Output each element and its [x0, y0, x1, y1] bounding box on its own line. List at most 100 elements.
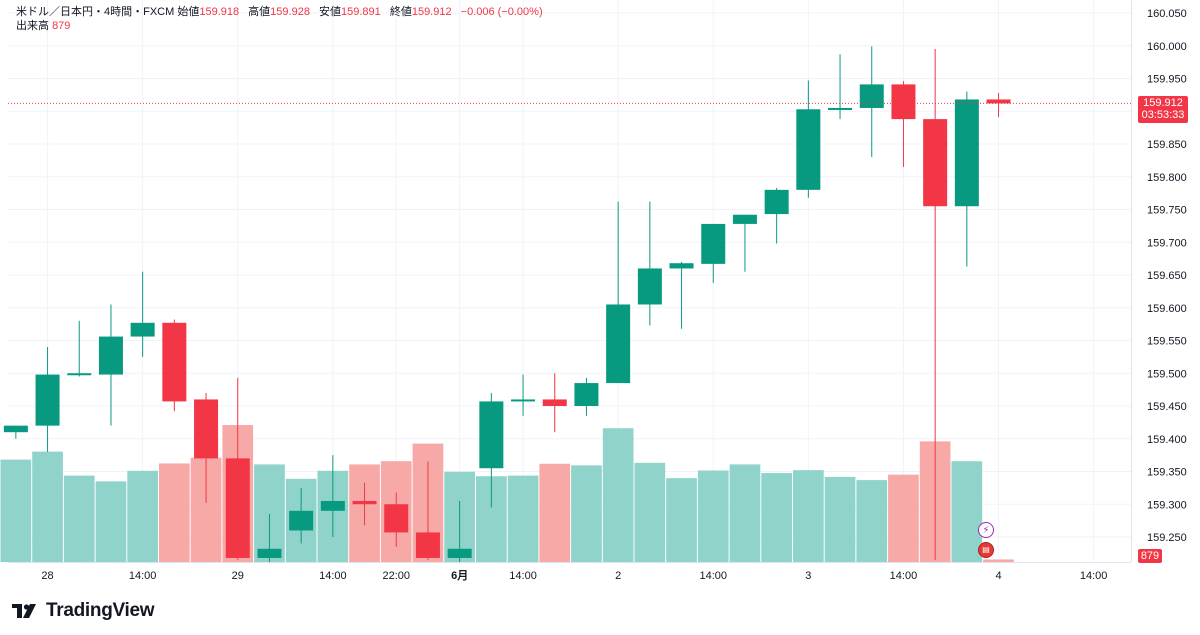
volume-bar	[793, 470, 824, 562]
time-tick-label: 14:00	[319, 570, 347, 582]
price-candles	[3, 46, 1011, 564]
candle-body	[289, 510, 314, 531]
time-tick-label: 29	[232, 570, 244, 582]
volume-bar	[32, 451, 63, 562]
candle-body	[669, 263, 694, 269]
price-tick-label: 159.650	[1147, 270, 1187, 282]
volume-bars	[0, 425, 1014, 562]
volume-bar	[761, 473, 792, 562]
candle-body	[35, 374, 60, 426]
candle-body	[542, 399, 567, 406]
price-tick-label: 159.500	[1147, 368, 1187, 380]
candle-body	[479, 401, 504, 469]
price-tick-label: 159.550	[1147, 336, 1187, 348]
candle-body	[986, 99, 1011, 104]
time-tick-label: 14:00	[699, 570, 727, 582]
volume-bar	[697, 470, 729, 562]
candle-body	[162, 322, 187, 402]
candle-body	[225, 458, 250, 558]
price-axis[interactable]: 160.050160.000159.950159.900159.850159.8…	[1147, 8, 1187, 544]
time-tick-label: 14:00	[509, 570, 537, 582]
time-tick-label: 14:00	[890, 570, 918, 582]
change-value: −0.006 (−0.00%)	[460, 6, 543, 18]
volume-bar	[888, 474, 919, 562]
candle-body	[352, 500, 377, 505]
low-label: 安値	[319, 6, 341, 18]
candle-body	[320, 500, 345, 511]
volume-value: 879	[52, 20, 71, 32]
candle-body	[606, 304, 631, 384]
time-tick-label: 22:00	[382, 570, 410, 582]
time-tick-label: 14:00	[1080, 570, 1108, 582]
volume-bar	[0, 459, 32, 562]
symbol-title[interactable]: 米ドル／日本円・4時間・FXCM	[16, 6, 175, 18]
chart-legend: 米ドル／日本円・4時間・FXCM 始値159.918 高値159.928 安値1…	[16, 5, 549, 33]
price-tick-label: 160.050	[1147, 8, 1187, 20]
volume-bar	[983, 559, 1014, 562]
volume-bar	[539, 463, 571, 562]
candle-body	[764, 189, 789, 215]
candle-body	[194, 399, 219, 459]
candle-body	[98, 336, 123, 375]
candle-body	[954, 99, 979, 207]
price-tick-label: 160.000	[1147, 41, 1187, 53]
volume-bar	[602, 428, 634, 562]
price-tick-label: 159.250	[1147, 532, 1187, 544]
time-axis[interactable]: 28 14:00 29 14:00 22:00 6月 14:00 2 14:00 3 14:00 4 1…	[41, 569, 1107, 582]
price-tick-label: 159.800	[1147, 172, 1187, 184]
volume-bar	[63, 475, 95, 562]
candle-body	[384, 504, 409, 533]
close-value: 159.912	[411, 6, 452, 18]
time-tick-label: 2	[615, 570, 621, 582]
last-price-value: 159.912	[1143, 97, 1183, 109]
lightning-icon[interactable]: ⚡	[978, 522, 994, 538]
candle-body	[891, 84, 916, 120]
us-flag-icon[interactable]: ▤	[978, 542, 994, 558]
open-label: 始値	[177, 6, 200, 18]
high-value: 159.928	[270, 6, 310, 18]
volume-label: 出来高	[16, 20, 49, 32]
candle-body	[130, 322, 155, 337]
volume-tag: 879	[1138, 549, 1162, 563]
volume-bar	[95, 481, 127, 562]
price-tick-label: 159.700	[1147, 237, 1187, 249]
volume-bar	[127, 470, 158, 562]
volume-bar	[634, 462, 666, 562]
candle-body	[415, 532, 440, 558]
bar-countdown: 03:53:33	[1141, 109, 1185, 121]
volume-bar	[571, 465, 602, 562]
time-tick-label: 3	[805, 570, 811, 582]
candle-body	[796, 109, 821, 190]
candle-body	[574, 383, 599, 406]
candle-body	[859, 84, 884, 108]
candle-body	[257, 548, 282, 558]
price-tick-label: 159.400	[1147, 434, 1187, 446]
time-tick-label: 6月	[451, 569, 468, 582]
high-label: 高値	[248, 6, 271, 18]
candle-body	[732, 214, 757, 224]
volume-bar	[856, 480, 888, 562]
volume-bar	[824, 476, 856, 562]
close-label: 終値	[389, 6, 412, 18]
volume-bar	[507, 475, 539, 562]
volume-bar	[729, 464, 761, 562]
price-tick-label: 159.300	[1147, 499, 1187, 511]
time-tick-label: 28	[41, 570, 53, 582]
candle-body	[67, 373, 92, 376]
time-tick-label: 14:00	[129, 570, 157, 582]
volume-bar	[951, 461, 983, 562]
price-tick-label: 159.750	[1147, 205, 1187, 217]
last-price-tag: 159.912 03:53:33	[1138, 96, 1188, 123]
price-tick-label: 159.850	[1147, 139, 1187, 151]
price-tick-label: 159.350	[1147, 467, 1187, 479]
tradingview-logo-icon	[12, 604, 36, 618]
time-tick-label: 4	[995, 570, 1001, 582]
open-value: 159.918	[199, 6, 240, 18]
brand[interactable]: TradingView	[12, 600, 155, 622]
candle-body	[447, 548, 472, 558]
candle-body	[511, 399, 536, 402]
volume-bar	[159, 463, 190, 562]
low-value: 159.891	[341, 6, 381, 18]
candle-body	[701, 223, 726, 264]
